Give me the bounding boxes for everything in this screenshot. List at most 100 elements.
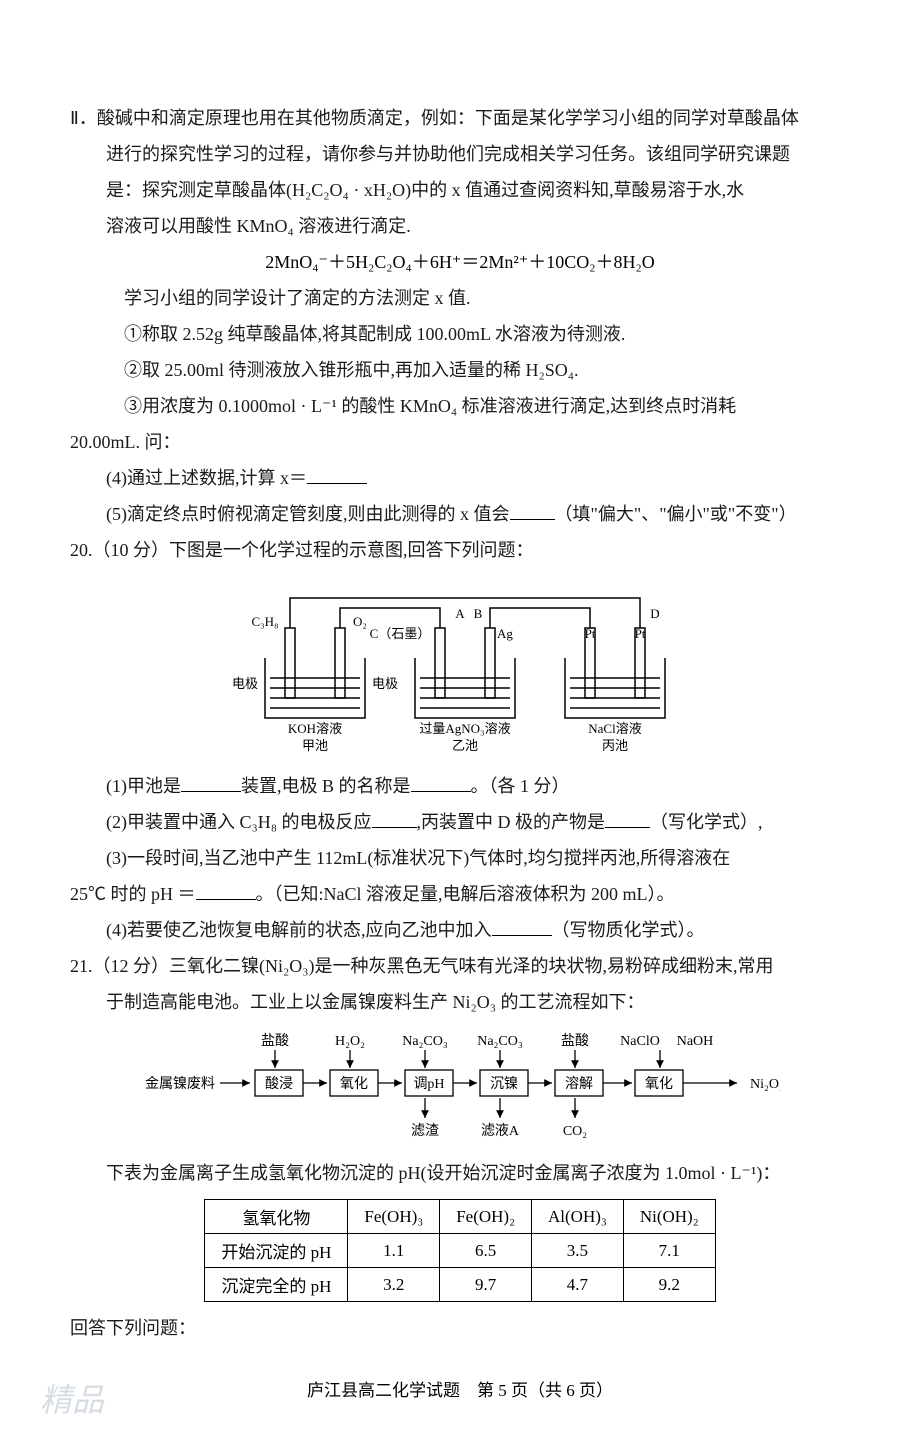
flow-output: Ni₂O₃	[750, 1077, 780, 1092]
q20-s1a: (1)甲池是	[106, 776, 181, 796]
r1-1: 6.5	[440, 1234, 532, 1268]
q20-s3c: 。（已知:NaCl 溶液足量,电解后溶液体积为 200 mL）。	[256, 884, 675, 904]
r2-2: 4.7	[532, 1268, 624, 1302]
q20-s2c: （写化学式）,	[650, 812, 763, 832]
q20-s2a: (2)甲装置中通入 C₃H₈ 的电极反应	[106, 812, 372, 832]
r1-3: 7.1	[623, 1234, 715, 1268]
q20-s3-blank	[196, 881, 256, 900]
section2-line2: 进行的探究性学习的过程，请你参与并协助他们完成相关学习任务。该组同学研究课题	[70, 136, 850, 172]
q21-table-intro: 下表为金属离子生成氢氧化物沉淀的 pH(设开始沉淀时金属离子浓度为 1.0mol…	[70, 1155, 850, 1191]
label-koh: KOH溶液	[288, 721, 342, 736]
th-0: 氢氧化物	[205, 1200, 348, 1234]
svg-text:酸浸: 酸浸	[265, 1076, 293, 1092]
section2-line3: 是：探究测定草酸晶体(H₂C₂O₄ · xH₂O)中的 x 值通过查阅资料知,草…	[70, 172, 850, 208]
step-2: ②取 25.00ml 待测液放入锥形瓶中,再加入适量的稀 H₂SO₄.	[70, 352, 850, 388]
r1-label: 开始沉淀的 pH	[205, 1234, 348, 1268]
chemical-equation: 2MnO₄⁻＋5H₂C₂O₄＋6H⁺＝2Mn²⁺＋10CO₂＋8H₂O	[70, 244, 850, 280]
watermark: 精品	[40, 1375, 104, 1421]
q20-s3b: 25℃ 时的 pH ＝	[70, 884, 196, 904]
exam-page: Ⅱ．酸碱中和滴定原理也用在其他物质滴定，例如：下面是某化学学习小组的同学对草酸晶…	[0, 0, 920, 1441]
q20-head: 20.（10 分）下图是一个化学过程的示意图,回答下列问题：	[70, 532, 850, 568]
hydroxide-table: 氢氧化物 Fe(OH)₃ Fe(OH)₂ Al(OH)₃ Ni(OH)₂ 开始沉…	[204, 1199, 715, 1302]
label-o2: O₂	[353, 614, 367, 629]
q20-s4-blank	[492, 917, 552, 936]
flow-top-4: 盐酸	[561, 1033, 589, 1049]
electrolysis-diagram: C₃H₈ O₂ C（石墨） Ag A B Pt Pt D 电极 电极 KOH溶液…	[210, 578, 710, 758]
flow-bot-0: 滤渣	[411, 1123, 439, 1139]
table-row-2: 沉淀完全的 pH 3.2 9.7 4.7 9.2	[205, 1268, 715, 1302]
q5-line: (5)滴定终点时俯视滴定管刻度,则由此测得的 x 值会 （填"偏大"、"偏小"或"…	[70, 496, 850, 532]
q20-s3b-line: 25℃ 时的 pH ＝ 。（已知:NaCl 溶液足量,电解后溶液体积为 200 m…	[70, 876, 850, 912]
q4-line: (4)通过上述数据,计算 x＝	[70, 460, 850, 496]
section2-line1: Ⅱ．酸碱中和滴定原理也用在其他物质滴定，例如：下面是某化学学习小组的同学对草酸晶…	[70, 100, 850, 136]
label-d: D	[650, 606, 659, 621]
flow-top-5: NaClO	[620, 1034, 660, 1049]
label-cell1: 甲池	[302, 738, 328, 753]
q21-head2: 于制造高能电池。工业上以金属镍废料生产 Ni₂O₃ 的工艺流程如下：	[70, 984, 850, 1020]
label-pt2: Pt	[635, 626, 646, 641]
flow-diagram: 盐酸 H₂O₂ Na₂CO₃ Na₂CO₃ 盐酸 NaClO NaOH 金属镍废…	[140, 1030, 780, 1145]
flow-top-0: 盐酸	[261, 1033, 289, 1049]
r2-0: 3.2	[348, 1268, 440, 1302]
svg-text:氧化: 氧化	[340, 1076, 368, 1092]
th-1: Fe(OH)₃	[348, 1200, 440, 1234]
flow-top-3: Na₂CO₃	[477, 1034, 523, 1049]
q5b-text: （填"偏大"、"偏小"或"不变"）	[555, 504, 797, 524]
r2-label: 沉淀完全的 pH	[205, 1268, 348, 1302]
th-3: Al(OH)₃	[532, 1200, 624, 1234]
q21-after: 回答下列问题：	[70, 1310, 850, 1346]
table-row-1: 开始沉淀的 pH 1.1 6.5 3.5 7.1	[205, 1234, 715, 1268]
q20-s2-blank2	[605, 809, 650, 828]
q20-s4: (4)若要使乙池恢复电解前的状态,应向乙池中加入 （写物质化学式）。	[70, 912, 850, 948]
q20-s1-blank2	[411, 773, 471, 792]
svg-text:氧化: 氧化	[645, 1076, 673, 1092]
section2-line5: 学习小组的同学设计了滴定的方法测定 x 值.	[70, 280, 850, 316]
q20-s2-blank1	[372, 809, 417, 828]
q20-s1c: 。（各 1 分）	[471, 776, 570, 796]
label-cell2: 乙池	[452, 738, 478, 753]
r2-1: 9.7	[440, 1268, 532, 1302]
label-electrode-r: 电极	[372, 676, 398, 691]
label-c: C（石墨）	[370, 626, 431, 641]
svg-text:溶解: 溶解	[565, 1076, 593, 1092]
q20-s1: (1)甲池是 装置,电极 B 的名称是 。（各 1 分）	[70, 768, 850, 804]
flow-top-1: H₂O₂	[335, 1034, 365, 1049]
page-footer: 庐江县高二化学试题 第 5 页（共 6 页）	[70, 1376, 850, 1401]
label-c3h8: C₃H₈	[251, 614, 278, 629]
step-1: ①称取 2.52g 纯草酸晶体,将其配制成 100.00mL 水溶液为待测液.	[70, 316, 850, 352]
q4-text: (4)通过上述数据,计算 x＝	[106, 468, 307, 488]
flow-bot-2: CO₂	[563, 1124, 587, 1139]
q20-s2: (2)甲装置中通入 C₃H₈ 的电极反应 ,丙装置中 D 极的产物是 （写化学式）,	[70, 804, 850, 840]
label-ag: Ag	[497, 626, 513, 641]
step-3a: ③用浓度为 0.1000mol · L⁻¹ 的酸性 KMnO₄ 标准溶液进行滴定…	[70, 388, 850, 424]
q5a-text: (5)滴定终点时俯视滴定管刻度,则由此测得的 x 值会	[106, 504, 510, 524]
flow-input: 金属镍废料	[145, 1076, 215, 1092]
r1-0: 1.1	[348, 1234, 440, 1268]
label-nacl: NaCl溶液	[588, 721, 641, 736]
q5-blank	[510, 501, 555, 520]
section2-line4: 溶液可以用酸性 KMnO₄ 溶液进行滴定.	[70, 208, 850, 244]
flow-top-6: NaOH	[677, 1034, 714, 1049]
q20-s4b: （写物质化学式）。	[552, 920, 705, 940]
q20-s4a: (4)若要使乙池恢复电解前的状态,应向乙池中加入	[106, 920, 492, 940]
label-a: A	[455, 606, 465, 621]
label-cell3: 丙池	[602, 738, 628, 753]
r1-2: 3.5	[532, 1234, 624, 1268]
step-3b: 20.00mL. 问：	[70, 424, 850, 460]
label-electrode-l: 电极	[232, 676, 258, 691]
svg-text:调pH: 调pH	[413, 1076, 444, 1092]
label-pt1: Pt	[585, 626, 596, 641]
q21-head1: 21.（12 分）三氧化二镍(Ni₂O₃)是一种灰黑色无气味有光泽的块状物,易粉…	[70, 948, 850, 984]
flow-bot-1: 滤液A	[481, 1123, 520, 1139]
q20-s1-blank1	[181, 773, 241, 792]
th-4: Ni(OH)₂	[623, 1200, 715, 1234]
th-2: Fe(OH)₂	[440, 1200, 532, 1234]
label-agno3: 过量AgNO₃溶液	[419, 721, 510, 736]
q4-blank	[307, 465, 367, 484]
q20-s1b: 装置,电极 B 的名称是	[241, 776, 411, 796]
table-header-row: 氢氧化物 Fe(OH)₃ Fe(OH)₂ Al(OH)₃ Ni(OH)₂	[205, 1200, 715, 1234]
q20-s2b: ,丙装置中 D 极的产物是	[417, 812, 606, 832]
r2-3: 9.2	[623, 1268, 715, 1302]
q20-s3a: (3)一段时间,当乙池中产生 112mL(标准状况下)气体时,均匀搅拌丙池,所得…	[70, 840, 850, 876]
flow-top-2: Na₂CO₃	[402, 1034, 448, 1049]
